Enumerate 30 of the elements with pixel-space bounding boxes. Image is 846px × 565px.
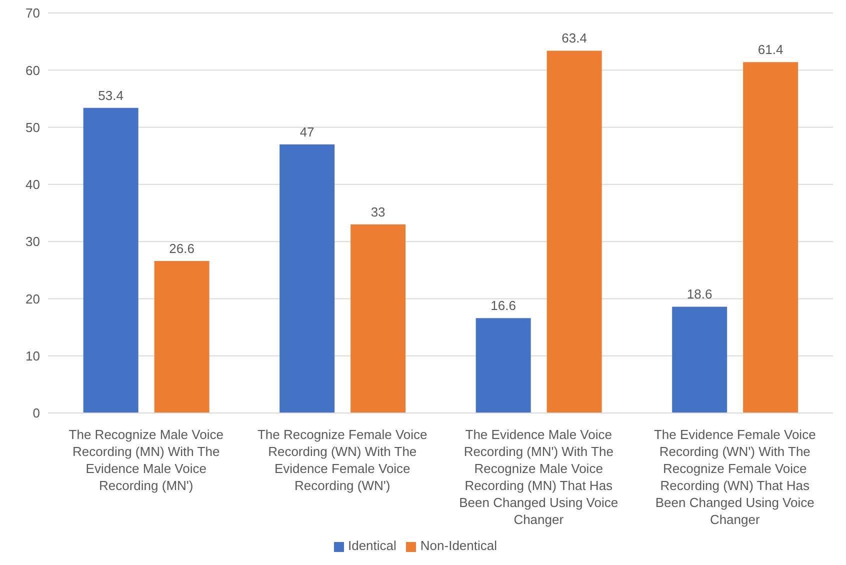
bar [154, 261, 210, 413]
y-tick-label: 10 [26, 348, 40, 364]
y-tick-label: 0 [32, 406, 40, 421]
bar [476, 318, 531, 413]
x-tick-label: The Recognize Male Voice Recording (MN) With The Evidence Male Voice Recording (MN') [68, 427, 224, 493]
data-label: 63.4 [562, 30, 587, 46]
data-label: 16.6 [490, 298, 516, 314]
data-label: 47 [300, 124, 314, 140]
x-tick-label: The Recognize Female Voice Recording (WN) With The Evidence Female Voice Recording (WN') [257, 427, 428, 493]
y-tick-label: 70 [26, 6, 40, 21]
bar [350, 224, 406, 413]
legend-label: Non-Identical [420, 538, 498, 553]
bar [672, 306, 728, 413]
data-label: 26.6 [169, 241, 194, 256]
x-tick-label: The Evidence Female Voice Recording (WN') With The Recognize Female Voice Recording (WN) That Has Been Changed Using Voice Changer [654, 427, 816, 527]
data-label: 53.4 [98, 88, 124, 103]
bar [546, 50, 602, 413]
data-label: 33 [370, 204, 386, 220]
y-tick-label: 40 [26, 177, 40, 192]
legend-label: Identical [348, 538, 396, 553]
bar [743, 62, 798, 413]
bar [280, 144, 335, 413]
data-label: 18.6 [686, 286, 712, 302]
y-tick-label: 50 [26, 120, 40, 135]
bar [83, 108, 138, 413]
data-label: 61.4 [758, 42, 784, 58]
y-tick-label: 60 [26, 62, 40, 78]
y-tick-label: 30 [26, 234, 40, 250]
x-tick-label: The Evidence Male Voice Recording (MN') With The Recognize Male Voice Recording (MN) That Has Been Changed Using Voice Changer [459, 427, 618, 527]
y-tick-label: 20 [26, 291, 40, 306]
